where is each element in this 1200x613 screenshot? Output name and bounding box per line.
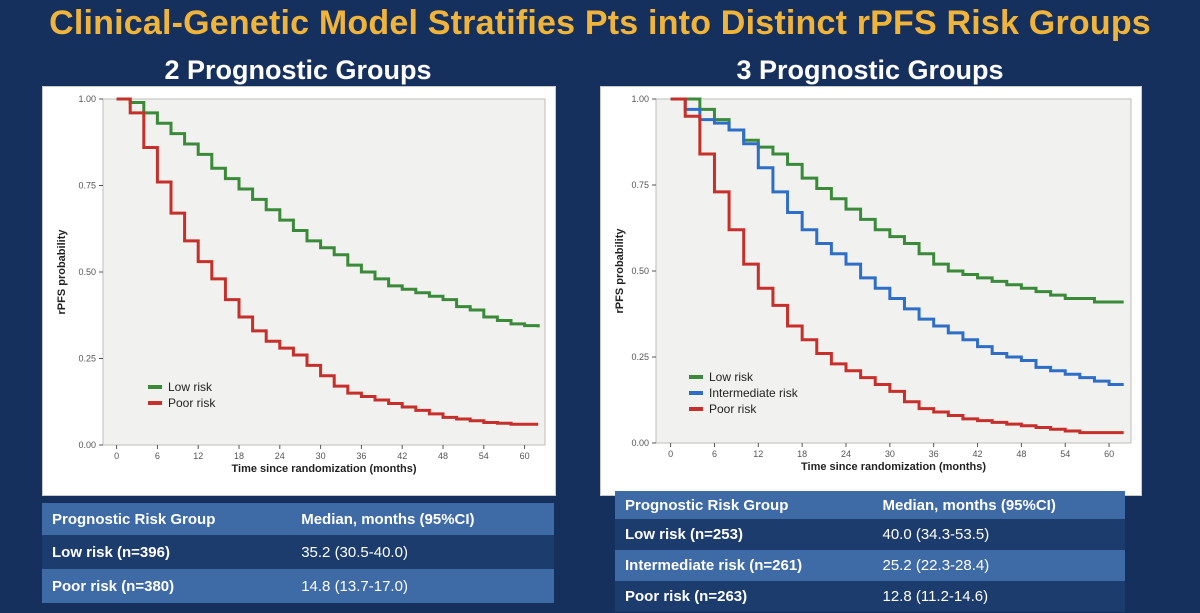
y-tick-label: 0.00: [631, 438, 649, 448]
row-median-value: 12.8 (11.2-14.6): [882, 588, 989, 605]
km-chart-3-groups-svg: 0.00 0.25 0.50 0.75 1.00 0 6 12 18 24 30 36 42 48 54 60…: [614, 94, 1132, 473]
x-tick-label: 48: [438, 451, 448, 461]
legend-label: Low risk: [168, 380, 213, 394]
row-group-label: Intermediate risk (n=261): [625, 557, 803, 574]
x-tick-label: 24: [275, 451, 285, 461]
x-tick-label: 36: [929, 449, 939, 459]
y-tick-label: 0.75: [78, 181, 96, 191]
plot-area: [655, 98, 1132, 444]
series-line-intermediate-risk: [670, 97, 1124, 387]
km-chart-3-groups: 0.00 0.25 0.50 0.75 1.00 0 6 12 18 24 30 36 42 48 54 60…: [600, 86, 1142, 496]
x-tick-label: 0: [668, 449, 673, 459]
table-row: Poor risk (n=263) 12.8 (11.2-14.6): [615, 581, 1125, 612]
y-tick-label: 1.00: [631, 94, 649, 104]
x-tick-label: 60: [520, 451, 530, 461]
header-risk-group: Prognostic Risk Group: [42, 503, 292, 535]
row-median-value: 40.0 (34.3-53.5): [882, 526, 990, 543]
x-axis-title: Time since randomization (months): [232, 463, 417, 475]
table-row: Intermediate risk (n=261) 25.2 (22.3-28.…: [615, 550, 1125, 581]
x-tick-label: 60: [1104, 449, 1114, 459]
series-line-low-risk: [670, 97, 1124, 304]
series-line-poor-risk: [116, 97, 539, 426]
plot-area: [102, 98, 546, 446]
x-tick-label: 42: [397, 451, 407, 461]
x-tick-label: 12: [193, 451, 203, 461]
row-group-label: Poor risk (n=380): [52, 577, 175, 595]
x-tick-label: 48: [1016, 449, 1026, 459]
x-tick-label: 42: [973, 449, 983, 459]
x-tick-label: 18: [797, 449, 807, 459]
y-tick-label: 0.25: [78, 354, 96, 364]
x-tick-label: 30: [885, 449, 895, 459]
x-tick-label: 30: [316, 451, 326, 461]
legend-label: Poor risk: [709, 402, 757, 416]
x-tick-label: 6: [155, 451, 160, 461]
row-median-value: 25.2 (22.3-28.4): [882, 557, 990, 574]
row-group-label: Low risk (n=253): [625, 526, 743, 543]
legend-label: Low risk: [709, 370, 754, 384]
slide-title: Clinical-Genetic Model Stratifies Pts in…: [49, 4, 1151, 42]
y-tick-label: 0.75: [631, 180, 649, 190]
x-tick-label: 36: [356, 451, 366, 461]
row-group-label: Poor risk (n=263): [625, 588, 748, 605]
y-tick-label: 0.50: [631, 266, 649, 276]
series-line-poor-risk: [670, 97, 1124, 435]
panel-title-2-groups: 2 Prognostic Groups: [164, 55, 432, 85]
median-table-3-groups: Prognostic Risk Group Median, months (95…: [615, 491, 1125, 612]
row-group-label: Low risk (n=396): [52, 543, 170, 561]
row-median-value: 35.2 (30.5-40.0): [301, 543, 408, 561]
km-chart-2-groups-svg: 0.00 0.25 0.50 0.75 1.00 0 6 12 18 24 30 36 42 48 54 60…: [56, 94, 546, 475]
y-tick-label: 0.00: [78, 440, 96, 450]
median-table-2-groups: Prognostic Risk Group Median, months (95…: [42, 503, 554, 603]
table-row: Low risk (n=396) 35.2 (30.5-40.0): [42, 535, 554, 569]
table-header-row: Prognostic Risk Group Median, months (95…: [615, 491, 1125, 519]
row-median-value: 14.8 (13.7-17.0): [301, 577, 408, 595]
legend-label: Poor risk: [168, 396, 216, 410]
series-line-low-risk: [116, 97, 540, 328]
header-median: Median, months (95%CI): [872, 491, 1125, 519]
header-median: Median, months (95%CI): [291, 503, 554, 535]
legend-label: Intermediate risk: [709, 386, 799, 400]
km-chart-2-groups: 0.00 0.25 0.50 0.75 1.00 0 6 12 18 24 30 36 42 48 54 60…: [42, 86, 556, 496]
table-header-row: Prognostic Risk Group Median, months (95…: [42, 503, 554, 535]
y-tick-label: 0.50: [78, 267, 96, 277]
x-tick-label: 54: [479, 451, 489, 461]
y-tick-label: 1.00: [78, 94, 96, 104]
x-axis-title: Time since randomization (months): [801, 461, 986, 473]
x-tick-label: 24: [841, 449, 851, 459]
x-tick-label: 54: [1060, 449, 1070, 459]
y-axis-title: rPFS probability: [614, 228, 626, 314]
header-risk-group: Prognostic Risk Group: [615, 491, 873, 519]
x-tick-label: 18: [234, 451, 244, 461]
panel-title-3-groups: 3 Prognostic Groups: [736, 55, 1004, 85]
y-tick-label: 0.25: [631, 352, 649, 362]
y-axis-title: rPFS probability: [56, 229, 68, 315]
x-tick-label: 12: [753, 449, 763, 459]
table-row: Low risk (n=253) 40.0 (34.3-53.5): [615, 519, 1125, 550]
table-row: Poor risk (n=380) 14.8 (13.7-17.0): [42, 569, 554, 603]
x-tick-label: 6: [712, 449, 717, 459]
x-tick-label: 0: [114, 451, 119, 461]
